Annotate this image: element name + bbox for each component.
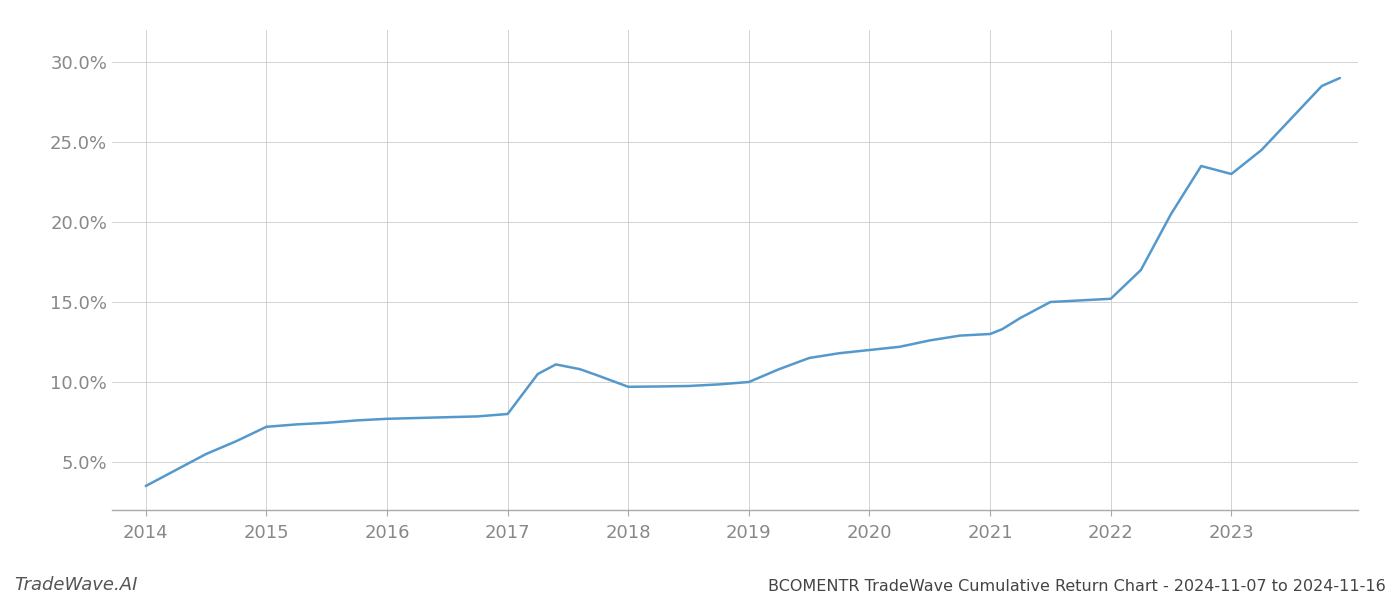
Text: BCOMENTR TradeWave Cumulative Return Chart - 2024-11-07 to 2024-11-16: BCOMENTR TradeWave Cumulative Return Cha…	[769, 579, 1386, 594]
Text: TradeWave.AI: TradeWave.AI	[14, 576, 137, 594]
